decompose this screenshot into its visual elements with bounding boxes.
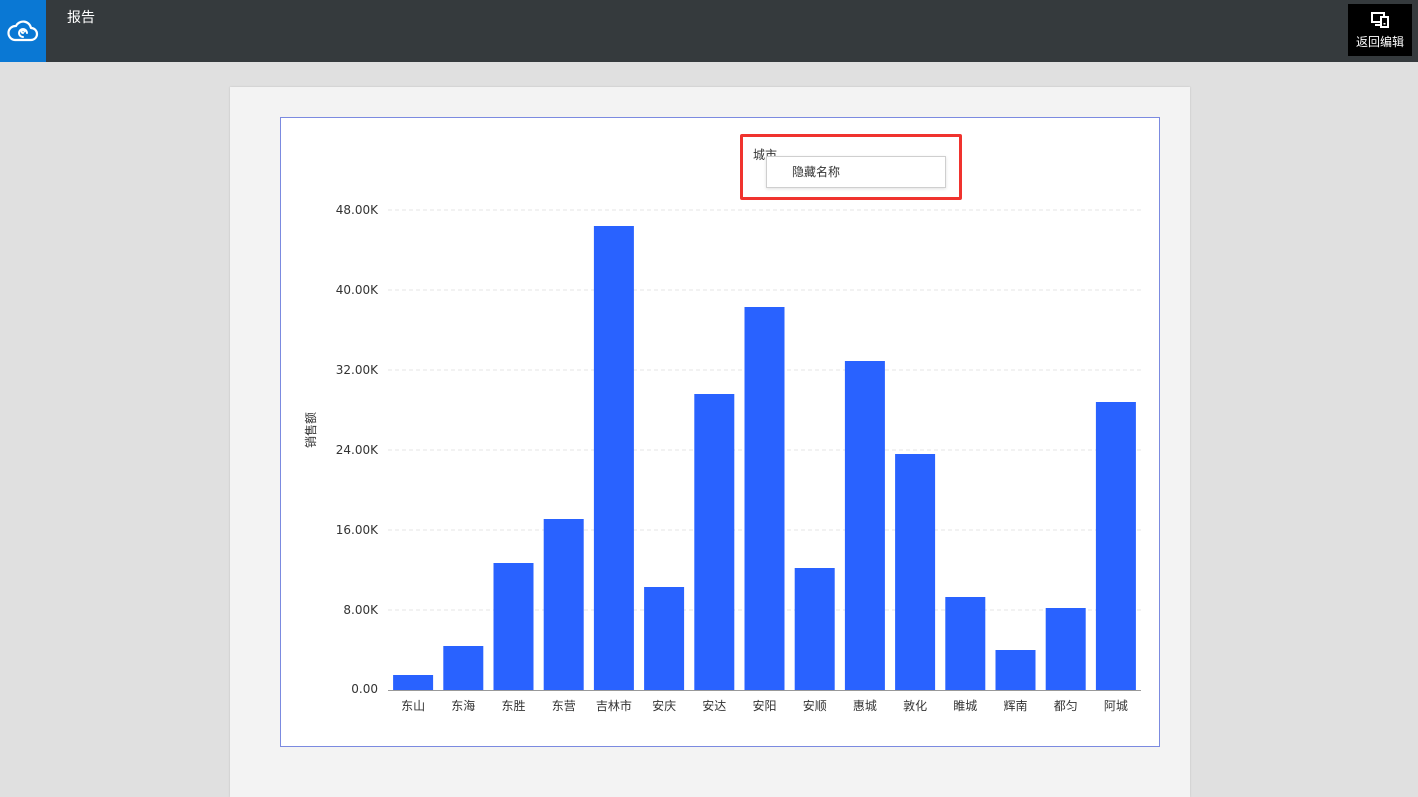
device-icon	[1371, 12, 1389, 28]
x-tick-label: 都匀	[1054, 699, 1078, 713]
back-to-edit-button[interactable]: 返回编辑	[1348, 4, 1412, 56]
bar	[794, 568, 835, 690]
bar	[844, 361, 885, 690]
x-tick-label: 东营	[552, 699, 576, 713]
bar	[443, 646, 484, 690]
y-tick-label: 24.00K	[336, 443, 379, 457]
y-tick-label: 0.00	[351, 682, 378, 696]
highlight-box	[740, 134, 962, 200]
x-tick-label: 安顺	[803, 698, 827, 713]
bar	[593, 226, 634, 690]
bar	[995, 650, 1036, 690]
report-page: 0.00 8.00K 16.00K 24.00K 32.00K 40.00K 48.00K 销…	[230, 87, 1190, 797]
x-tick-label: 安达	[702, 698, 726, 713]
bar	[1095, 402, 1136, 690]
bar	[895, 454, 936, 690]
x-tick-label: 安阳	[752, 698, 776, 713]
x-tick-label: 安庆	[652, 698, 676, 713]
y-tick-label: 48.00K	[336, 203, 379, 217]
x-tick-label: 辉南	[1003, 698, 1027, 713]
x-tick-label: 东胜	[501, 698, 525, 713]
context-menu-item-hide-name[interactable]: 隐藏名称	[766, 156, 946, 188]
bar	[393, 675, 434, 690]
chart-container[interactable]: 0.00 8.00K 16.00K 24.00K 32.00K 40.00K 48.00K 销…	[280, 117, 1160, 747]
x-tick-label: 阿城	[1104, 699, 1128, 713]
x-tick-label: 惠城	[853, 699, 877, 713]
bar	[493, 563, 534, 690]
y-tick-label: 8.00K	[343, 603, 379, 617]
bar	[945, 597, 986, 690]
bar	[694, 394, 735, 690]
x-tick-label: 东海	[451, 698, 475, 713]
page-title: 报告	[67, 10, 95, 26]
bar	[1045, 608, 1086, 690]
x-tick-label: 吉林市	[596, 698, 632, 713]
x-tick-label: 敦化	[903, 698, 927, 713]
y-tick-label: 16.00K	[336, 523, 379, 537]
x-tick-label: 东山	[401, 699, 425, 713]
bar-chart: 0.00 8.00K 16.00K 24.00K 32.00K 40.00K 48.00K 销…	[303, 203, 1141, 713]
cloud-icon	[7, 20, 39, 42]
y-tick-label: 40.00K	[336, 283, 379, 297]
x-tick-label: 睢城	[953, 699, 977, 713]
bar	[543, 519, 584, 690]
y-axis-label: 销售额	[303, 412, 318, 448]
bar	[644, 587, 685, 690]
logo[interactable]	[0, 0, 46, 62]
bar	[744, 307, 785, 690]
y-tick-label: 32.00K	[336, 363, 379, 377]
back-to-edit-label: 返回编辑	[1355, 35, 1404, 49]
top-bar: 报告 返回编辑	[0, 0, 1418, 62]
